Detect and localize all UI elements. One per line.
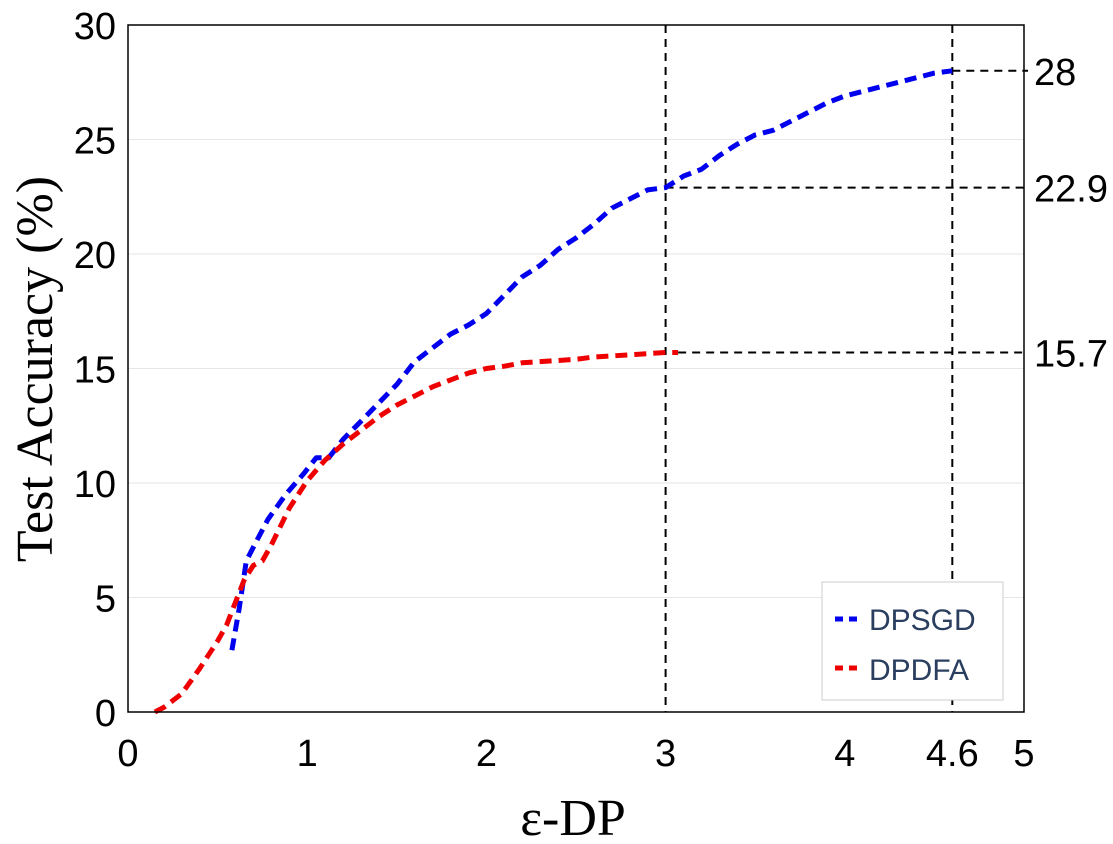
y-tick-label-2: 10: [74, 464, 116, 506]
x-tick-label-2: 2: [476, 733, 497, 775]
ref-label-2: 15.7: [1034, 333, 1108, 375]
reference-lines: [664, 25, 1028, 712]
y-tick-label-6: 30: [74, 6, 116, 48]
ref-label-1: 22.9: [1034, 169, 1108, 211]
x-tick-label-6: 5: [1013, 733, 1034, 775]
plot-frame: [127, 24, 1025, 713]
series-line-dpdfa: [153, 350, 679, 715]
y-tick-label-3: 15: [74, 350, 116, 392]
x-axis-ticks: 0 1 2 3 4 4.6 5: [117, 733, 1034, 775]
legend-label-dpsgd: DPSGD: [869, 604, 976, 637]
legend-box: [821, 581, 1004, 701]
x-tick-label-4: 4: [834, 733, 855, 775]
y-tick-label-5: 25: [74, 121, 116, 163]
x-axis-label: ε-DP: [520, 790, 626, 844]
reference-labels: 28 22.9 15.7: [1034, 52, 1108, 376]
y-tick-label-1: 5: [95, 579, 116, 621]
y-tick-label-0: 0: [95, 693, 116, 735]
x-tick-label-1: 1: [297, 733, 318, 775]
x-tick-label-5: 4.6: [926, 733, 979, 775]
x-tick-label-0: 0: [117, 733, 138, 775]
series-line-dpsgd: [229, 68, 953, 651]
gridlines: [128, 139, 1024, 598]
x-tick-label-3: 3: [655, 733, 676, 775]
y-axis-label: Test Accuracy (%): [7, 176, 64, 562]
y-tick-label-4: 20: [74, 235, 116, 277]
ref-label-0: 28: [1034, 52, 1076, 94]
series-lines: [153, 68, 953, 715]
y-axis-ticks: 0 5 10 15 20 25 30: [74, 6, 116, 735]
legend-label-dpdfa: DPDFA: [869, 654, 969, 687]
legend: DPSGD DPDFA: [821, 581, 1004, 701]
